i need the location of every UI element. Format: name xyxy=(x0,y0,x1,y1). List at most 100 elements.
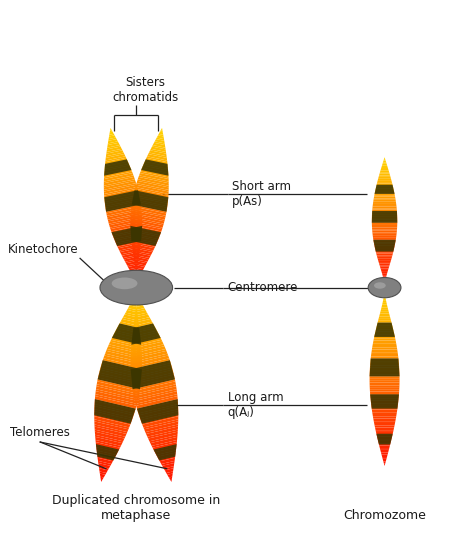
Polygon shape xyxy=(99,370,141,383)
Polygon shape xyxy=(125,313,138,317)
Polygon shape xyxy=(131,337,162,347)
Polygon shape xyxy=(379,174,390,175)
Polygon shape xyxy=(169,477,172,479)
Polygon shape xyxy=(376,435,392,436)
Polygon shape xyxy=(107,346,142,357)
Polygon shape xyxy=(96,447,118,455)
Polygon shape xyxy=(371,354,398,357)
Polygon shape xyxy=(96,445,118,452)
Polygon shape xyxy=(137,181,169,190)
Polygon shape xyxy=(111,226,142,246)
Polygon shape xyxy=(373,419,396,421)
Polygon shape xyxy=(155,447,176,455)
Polygon shape xyxy=(376,327,393,330)
Polygon shape xyxy=(152,145,165,150)
Polygon shape xyxy=(374,240,396,252)
Polygon shape xyxy=(134,294,136,296)
Polygon shape xyxy=(104,172,133,179)
Text: Short arm
p(As): Short arm p(As) xyxy=(232,180,292,208)
Polygon shape xyxy=(383,459,386,462)
Polygon shape xyxy=(104,173,134,181)
Polygon shape xyxy=(95,399,136,410)
Polygon shape xyxy=(135,313,148,317)
Polygon shape xyxy=(384,463,385,466)
Polygon shape xyxy=(370,374,400,377)
Polygon shape xyxy=(134,384,176,396)
Polygon shape xyxy=(154,444,177,461)
Polygon shape xyxy=(94,409,133,420)
Polygon shape xyxy=(131,365,172,377)
Polygon shape xyxy=(131,346,165,357)
Polygon shape xyxy=(373,341,396,343)
Polygon shape xyxy=(160,130,163,132)
Polygon shape xyxy=(383,275,387,277)
Polygon shape xyxy=(98,458,113,464)
Polygon shape xyxy=(129,303,137,307)
Polygon shape xyxy=(373,207,397,208)
Polygon shape xyxy=(154,141,165,145)
Polygon shape xyxy=(137,399,178,424)
Polygon shape xyxy=(380,172,390,174)
Polygon shape xyxy=(104,193,139,202)
Polygon shape xyxy=(132,199,167,208)
Polygon shape xyxy=(109,218,142,228)
Polygon shape xyxy=(140,172,169,179)
Polygon shape xyxy=(372,231,397,232)
Polygon shape xyxy=(104,177,135,186)
Polygon shape xyxy=(383,160,386,162)
Polygon shape xyxy=(130,269,137,273)
Polygon shape xyxy=(380,171,389,172)
Polygon shape xyxy=(382,305,388,307)
Polygon shape xyxy=(146,157,167,162)
Polygon shape xyxy=(95,437,122,446)
Polygon shape xyxy=(374,339,396,341)
Polygon shape xyxy=(94,406,134,418)
Polygon shape xyxy=(113,332,141,342)
Polygon shape xyxy=(103,358,142,370)
Polygon shape xyxy=(106,150,124,156)
Polygon shape xyxy=(384,157,385,159)
Polygon shape xyxy=(374,195,395,196)
Ellipse shape xyxy=(112,278,137,289)
Polygon shape xyxy=(131,233,158,240)
Polygon shape xyxy=(136,306,145,310)
Polygon shape xyxy=(110,128,112,131)
Polygon shape xyxy=(95,429,125,438)
Polygon shape xyxy=(374,421,395,423)
Polygon shape xyxy=(370,383,400,385)
Polygon shape xyxy=(118,244,141,251)
Polygon shape xyxy=(100,471,106,475)
Polygon shape xyxy=(373,417,396,419)
Polygon shape xyxy=(105,161,129,169)
Polygon shape xyxy=(383,162,387,164)
Polygon shape xyxy=(131,239,156,247)
Polygon shape xyxy=(106,149,122,154)
Polygon shape xyxy=(378,259,392,260)
Polygon shape xyxy=(144,161,168,169)
Polygon shape xyxy=(376,434,393,444)
Ellipse shape xyxy=(374,282,386,289)
Polygon shape xyxy=(136,183,169,192)
Polygon shape xyxy=(133,252,151,258)
Polygon shape xyxy=(159,456,175,461)
Polygon shape xyxy=(370,381,400,383)
Polygon shape xyxy=(103,356,142,367)
Polygon shape xyxy=(382,303,387,305)
Polygon shape xyxy=(370,394,399,409)
Polygon shape xyxy=(136,394,177,406)
Polygon shape xyxy=(130,358,170,370)
Polygon shape xyxy=(102,360,142,372)
Polygon shape xyxy=(136,396,178,409)
Polygon shape xyxy=(99,373,141,384)
Polygon shape xyxy=(132,328,157,336)
Polygon shape xyxy=(372,412,397,414)
Polygon shape xyxy=(131,213,165,221)
Polygon shape xyxy=(136,272,142,274)
Polygon shape xyxy=(135,282,136,285)
Polygon shape xyxy=(105,157,126,162)
Polygon shape xyxy=(109,132,114,135)
Polygon shape xyxy=(130,225,161,233)
Polygon shape xyxy=(94,416,130,428)
Polygon shape xyxy=(381,452,388,455)
Polygon shape xyxy=(130,221,163,229)
